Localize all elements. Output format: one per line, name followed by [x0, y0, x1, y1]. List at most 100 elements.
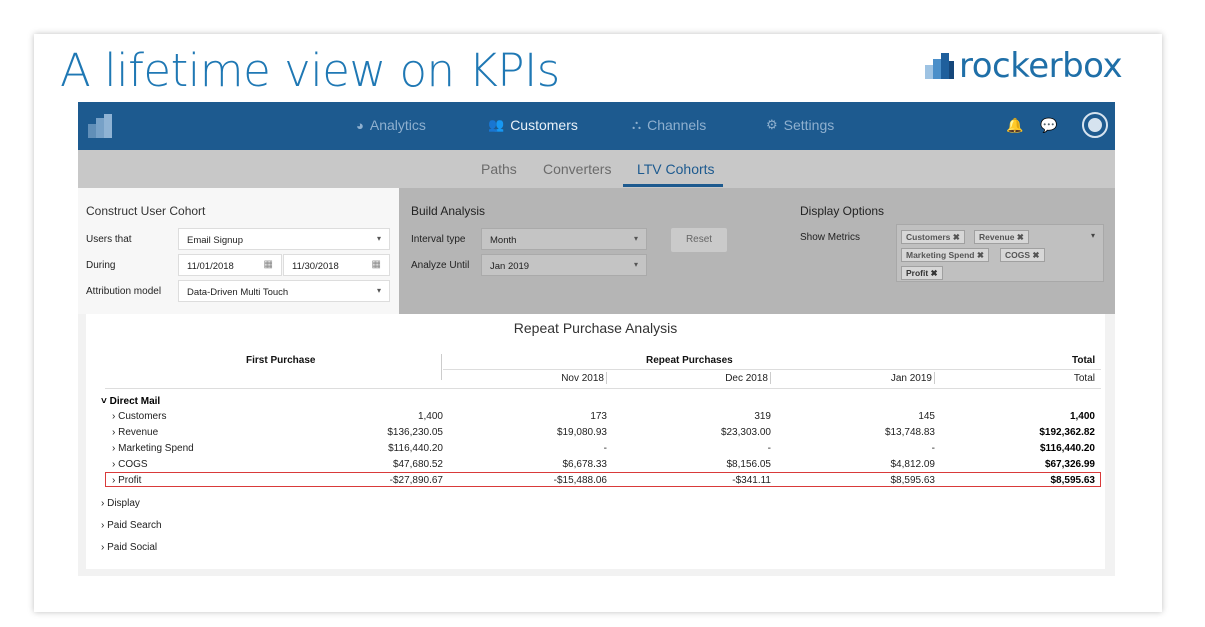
header-divider: [443, 369, 1101, 370]
cell-jan: -: [931, 443, 935, 454]
users-that-select[interactable]: Email Signup ▾: [178, 228, 390, 250]
cohort-title: Construct User Cohort: [86, 204, 206, 218]
cohort-panel: Construct User Cohort Users that Email S…: [78, 188, 399, 314]
cell-total: $116,440.20: [1039, 443, 1095, 454]
tab-ltv-cohorts[interactable]: LTV Cohorts: [637, 161, 715, 177]
cell-dec: -$341.11: [732, 475, 771, 486]
chip-revenue[interactable]: Revenue ✖: [974, 230, 1029, 244]
app-window: ◕ Analytics 👥 Customers ⛬ Channels ⚙ Set…: [78, 102, 1115, 576]
top-navbar: ◕ Analytics 👥 Customers ⛬ Channels ⚙ Set…: [78, 102, 1115, 150]
metrics-multiselect[interactable]: Customers ✖ Revenue ✖ Marketing Spend ✖ …: [896, 224, 1104, 282]
chip-cogs[interactable]: COGS ✖: [1000, 248, 1045, 262]
nav-analytics-label: Analytics: [369, 117, 426, 133]
group-paid-search[interactable]: › Paid Search: [101, 520, 162, 531]
row-label: › Marketing Spend: [112, 443, 194, 454]
page-title: A lifetime view on KPIs: [60, 44, 560, 97]
column-divider: [770, 372, 771, 384]
during-label: During: [86, 260, 116, 271]
cell-nov: -: [603, 443, 607, 454]
total-subheader: Total: [1073, 373, 1095, 384]
cell-jan: $13,748.83: [884, 427, 935, 438]
brand-name: rockerbox: [959, 46, 1123, 86]
cell-total: $8,595.63: [1050, 475, 1096, 486]
interval-select[interactable]: Month ▾: [481, 228, 647, 250]
cell-total: $67,326.99: [1044, 459, 1095, 470]
start-date-input[interactable]: 11/01/2018 ▦: [178, 254, 282, 276]
profit-highlight-box: [105, 472, 1101, 487]
month-header-dec: Dec 2018: [725, 373, 768, 384]
chip-marketing-spend[interactable]: Marketing Spend ✖: [901, 248, 989, 262]
interval-label: Interval type: [411, 234, 466, 245]
cell-first: $47,680.52: [392, 459, 443, 470]
app-logo-icon[interactable]: [88, 114, 114, 138]
until-value: Jan 2019: [490, 261, 530, 272]
brand-logo: rockerbox: [925, 46, 1123, 86]
nav-customers[interactable]: 👥 Customers: [488, 117, 578, 133]
users-that-label: Users that: [86, 234, 132, 245]
until-select[interactable]: Jan 2019 ▾: [481, 254, 647, 276]
row-label: › COGS: [112, 459, 148, 470]
month-header-jan: Jan 2019: [890, 373, 932, 384]
chip-customers[interactable]: Customers ✖: [901, 230, 965, 244]
group-direct-mail[interactable]: ˅ Direct Mail: [101, 396, 161, 407]
cell-jan: 145: [918, 411, 935, 422]
users-icon: 👥: [488, 117, 505, 132]
group-paid-social[interactable]: › Paid Social: [101, 542, 158, 553]
cell-jan: $4,812.09: [890, 459, 936, 470]
cell-first: 1,400: [417, 411, 443, 422]
nav-channels[interactable]: ⛬ Channels: [632, 117, 706, 133]
bell-icon[interactable]: 🔔: [1006, 117, 1024, 133]
start-date-value: 11/01/2018: [187, 261, 234, 272]
nav-settings-label: Settings: [783, 117, 835, 133]
end-date-value: 11/30/2018: [292, 261, 339, 272]
user-avatar-icon[interactable]: [1082, 112, 1108, 138]
cell-dec: -: [767, 443, 771, 454]
cell-nov: $6,678.33: [562, 459, 608, 470]
cell-first: $116,440.20: [388, 443, 443, 454]
row-label: › Revenue: [112, 427, 159, 438]
cell-first: -$27,890.67: [389, 475, 443, 486]
attribution-label: Attribution model: [86, 286, 162, 297]
nav-analytics[interactable]: ◕ Analytics: [356, 117, 426, 133]
nav-customers-label: Customers: [510, 117, 578, 133]
end-date-input[interactable]: 11/30/2018 ▦: [283, 254, 390, 276]
tab-converters[interactable]: Converters: [543, 161, 612, 177]
cell-dec: 319: [754, 411, 771, 422]
group-display[interactable]: › Display: [101, 498, 140, 509]
active-tab-indicator: [623, 184, 723, 187]
reset-button[interactable]: Reset: [671, 228, 727, 252]
display-title: Display Options: [800, 204, 885, 218]
results-panel: Repeat Purchase Analysis First Purchase …: [86, 314, 1105, 569]
pie-chart-icon: ◕: [356, 117, 364, 133]
build-title: Build Analysis: [411, 204, 486, 218]
header-bottom-divider: [105, 388, 1101, 389]
column-divider: [934, 372, 935, 384]
column-divider: [441, 354, 442, 380]
cell-dec: $23,303.00: [720, 427, 771, 438]
first-purchase-header: First Purchase: [246, 355, 316, 366]
row-label: › Profit: [112, 475, 142, 486]
row-label: › Customers: [112, 411, 167, 422]
interval-value: Month: [490, 235, 517, 246]
calendar-icon: ▦: [263, 259, 273, 270]
column-divider: [606, 372, 607, 384]
chevron-down-icon: ▾: [376, 286, 381, 295]
cell-total: $192,362.82: [1039, 427, 1095, 438]
cell-first: $136,230.05: [387, 427, 443, 438]
nav-settings[interactable]: ⚙ Settings: [766, 117, 834, 133]
cell-nov: $19,080.93: [556, 427, 607, 438]
chat-icon[interactable]: 💬: [1040, 117, 1058, 133]
chip-profit[interactable]: Profit ✖: [901, 266, 943, 280]
tab-paths[interactable]: Paths: [481, 161, 517, 177]
users-that-value: Email Signup: [187, 235, 243, 246]
repeat-purchases-header: Repeat Purchases: [646, 355, 733, 366]
chevron-down-icon: ▾: [633, 234, 638, 243]
cell-nov: 173: [590, 411, 607, 422]
attribution-select[interactable]: Data-Driven Multi Touch ▾: [178, 280, 390, 302]
chevron-down-icon: ▾: [376, 234, 381, 243]
analysis-title: Repeat Purchase Analysis: [513, 320, 678, 336]
chevron-down-icon: ▾: [1090, 231, 1095, 240]
sub-navbar: Paths Converters LTV Cohorts: [78, 150, 1115, 188]
total-header: Total: [1072, 355, 1096, 366]
show-metrics-label: Show Metrics: [800, 232, 861, 243]
